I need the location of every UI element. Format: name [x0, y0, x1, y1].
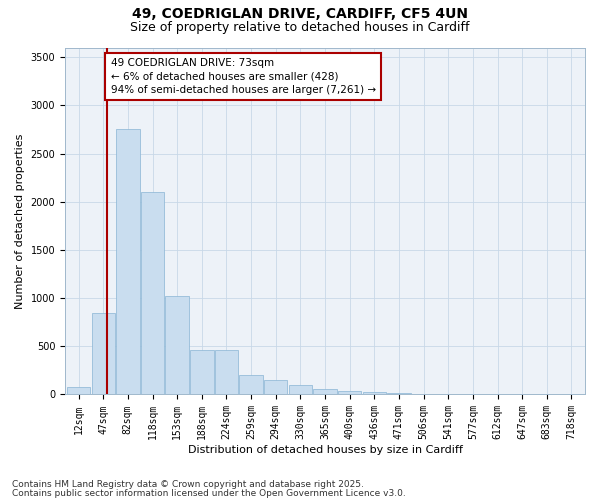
Text: 49 COEDRIGLAN DRIVE: 73sqm
← 6% of detached houses are smaller (428)
94% of semi: 49 COEDRIGLAN DRIVE: 73sqm ← 6% of detac… — [110, 58, 376, 94]
Bar — [338, 390, 361, 394]
Text: 49, COEDRIGLAN DRIVE, CARDIFF, CF5 4UN: 49, COEDRIGLAN DRIVE, CARDIFF, CF5 4UN — [132, 8, 468, 22]
Bar — [239, 375, 263, 394]
Bar — [313, 388, 337, 394]
Bar — [362, 392, 386, 394]
Bar — [166, 296, 189, 394]
Bar — [387, 393, 410, 394]
Text: Contains HM Land Registry data © Crown copyright and database right 2025.: Contains HM Land Registry data © Crown c… — [12, 480, 364, 489]
Y-axis label: Number of detached properties: Number of detached properties — [15, 134, 25, 308]
Bar — [190, 350, 214, 395]
Bar — [215, 350, 238, 395]
Bar — [116, 130, 140, 394]
Bar — [289, 386, 312, 394]
Text: Size of property relative to detached houses in Cardiff: Size of property relative to detached ho… — [130, 21, 470, 34]
Bar — [67, 387, 90, 394]
Text: Contains public sector information licensed under the Open Government Licence v3: Contains public sector information licen… — [12, 488, 406, 498]
Bar — [92, 312, 115, 394]
X-axis label: Distribution of detached houses by size in Cardiff: Distribution of detached houses by size … — [188, 445, 463, 455]
Bar — [141, 192, 164, 394]
Bar — [264, 380, 287, 394]
